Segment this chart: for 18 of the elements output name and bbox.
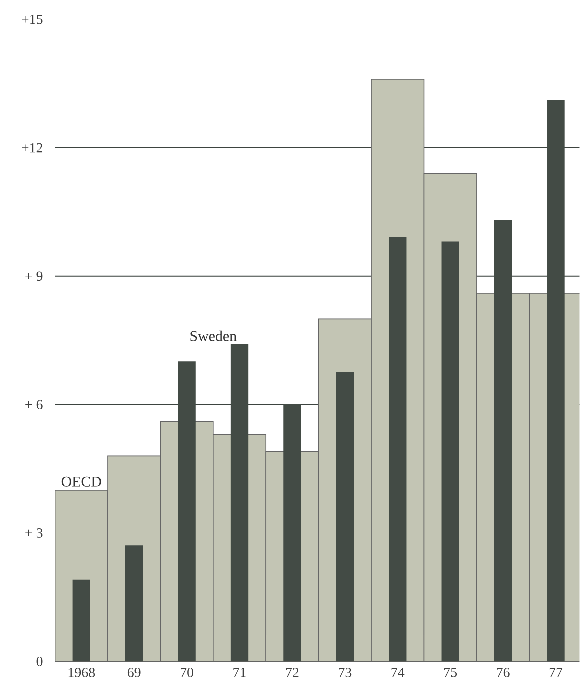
y-tick-label: + 6 (26, 400, 43, 410)
x-tick-label: 74 (392, 668, 405, 678)
x-tick-label: 72 (286, 668, 299, 678)
x-tick-label: 76 (497, 668, 510, 678)
y-tick-label: 0 (36, 656, 43, 666)
y-tick-label: +12 (22, 143, 43, 153)
series-label: OECD (62, 476, 102, 487)
x-tick-label: 1968 (68, 668, 96, 678)
x-tick-label: 75 (444, 668, 458, 678)
x-tick-label: 69 (128, 668, 141, 678)
x-tick-label: 70 (181, 668, 194, 678)
series-label: Sweden (190, 330, 237, 342)
x-tick-label: 73 (339, 668, 352, 678)
y-tick-label: + 9 (26, 272, 43, 282)
x-tick-label: 71 (234, 668, 246, 678)
y-tick-label: +15 (22, 14, 43, 24)
y-tick-label: + 3 (26, 528, 43, 538)
x-tick-label: 77 (550, 668, 563, 678)
